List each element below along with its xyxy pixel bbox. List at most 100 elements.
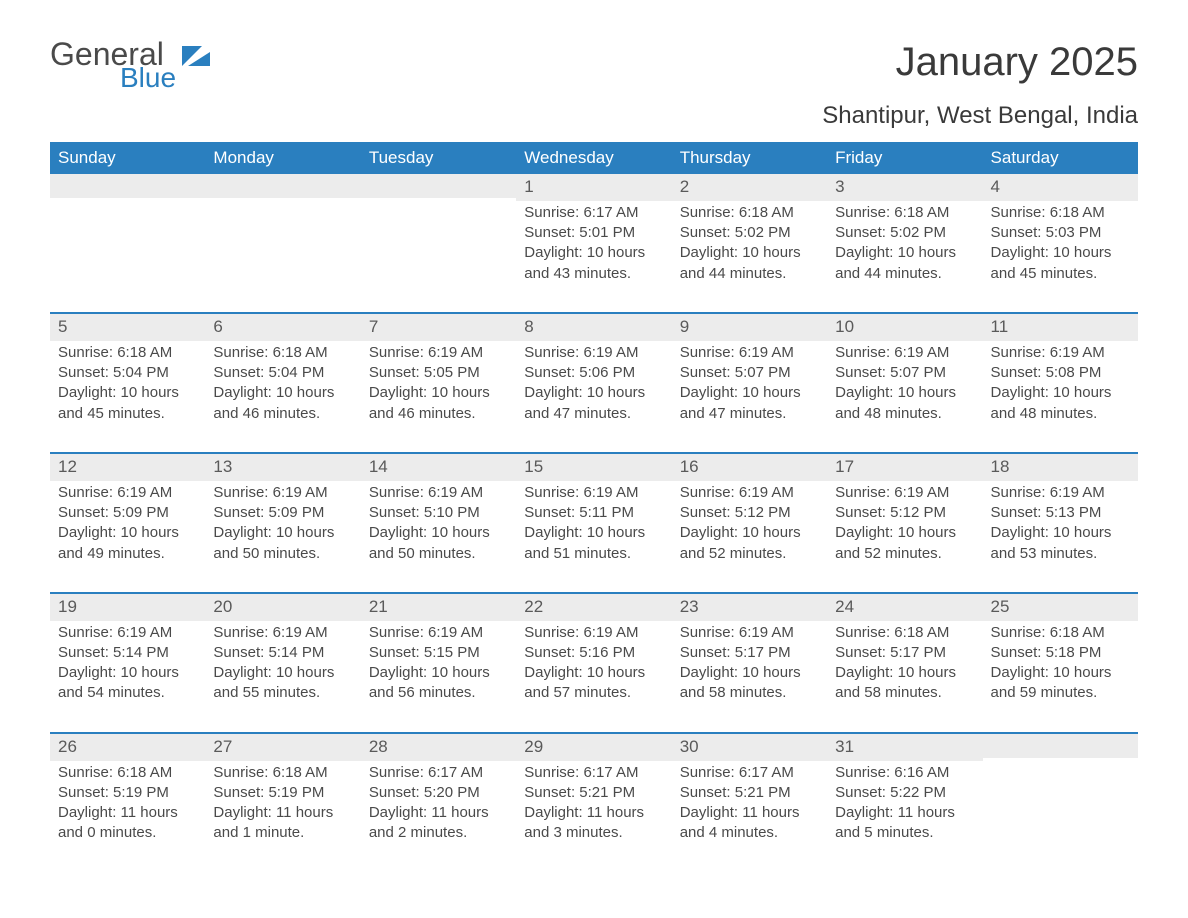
sunset-text: Sunset: 5:15 PM [369,643,508,663]
sunset-text: Sunset: 5:14 PM [58,643,197,663]
sunrise-text: Sunrise: 6:18 AM [991,623,1130,643]
sunset-text: Sunset: 5:18 PM [991,643,1130,663]
day-body: Sunrise: 6:18 AMSunset: 5:02 PMDaylight:… [672,201,827,312]
day-body: Sunrise: 6:17 AMSunset: 5:01 PMDaylight:… [516,201,671,312]
sunset-text: Sunset: 5:04 PM [58,363,197,383]
dow-thursday: Thursday [672,142,827,174]
sunset-text: Sunset: 5:05 PM [369,363,508,383]
sunset-text: Sunset: 5:12 PM [680,503,819,523]
day-number: 6 [205,314,360,341]
calendar-table: Sunday Monday Tuesday Wednesday Thursday… [50,142,1138,872]
sunset-text: Sunset: 5:01 PM [524,223,663,243]
day-number: 25 [983,594,1138,621]
sunset-text: Sunset: 5:12 PM [835,503,974,523]
day-body: Sunrise: 6:17 AMSunset: 5:21 PMDaylight:… [516,761,671,872]
page-title: January 2025 [896,40,1138,85]
sunset-text: Sunset: 5:09 PM [58,503,197,523]
day-cell: 6Sunrise: 6:18 AMSunset: 5:04 PMDaylight… [205,312,360,452]
day-cell: 13Sunrise: 6:19 AMSunset: 5:09 PMDayligh… [205,452,360,592]
location-text: Shantipur, West Bengal, India [50,102,1138,130]
daylight-text: Daylight: 10 hours and 47 minutes. [680,383,819,424]
sunrise-text: Sunrise: 6:19 AM [680,483,819,503]
day-number: 14 [361,454,516,481]
day-body: Sunrise: 6:19 AMSunset: 5:09 PMDaylight:… [205,481,360,592]
sunrise-text: Sunrise: 6:17 AM [524,203,663,223]
daylight-text: Daylight: 10 hours and 47 minutes. [524,383,663,424]
sunrise-text: Sunrise: 6:16 AM [835,763,974,783]
day-number [50,174,205,198]
dow-friday: Friday [827,142,982,174]
header: General Blue January 2025 [50,40,1138,90]
week-row: 1Sunrise: 6:17 AMSunset: 5:01 PMDaylight… [50,174,1138,312]
daylight-text: Daylight: 10 hours and 44 minutes. [835,243,974,284]
week-row: 26Sunrise: 6:18 AMSunset: 5:19 PMDayligh… [50,732,1138,872]
sunrise-text: Sunrise: 6:18 AM [58,763,197,783]
day-cell: 8Sunrise: 6:19 AMSunset: 5:06 PMDaylight… [516,312,671,452]
day-body: Sunrise: 6:19 AMSunset: 5:12 PMDaylight:… [827,481,982,592]
daylight-text: Daylight: 10 hours and 46 minutes. [213,383,352,424]
week-row: 5Sunrise: 6:18 AMSunset: 5:04 PMDaylight… [50,312,1138,452]
day-body [205,198,360,278]
sunrise-text: Sunrise: 6:18 AM [991,203,1130,223]
day-number: 17 [827,454,982,481]
sunset-text: Sunset: 5:03 PM [991,223,1130,243]
day-cell: 19Sunrise: 6:19 AMSunset: 5:14 PMDayligh… [50,592,205,732]
day-body [361,198,516,278]
sunrise-text: Sunrise: 6:19 AM [524,483,663,503]
day-number: 28 [361,734,516,761]
sunset-text: Sunset: 5:17 PM [835,643,974,663]
dow-monday: Monday [205,142,360,174]
day-cell [205,174,360,312]
daylight-text: Daylight: 10 hours and 58 minutes. [680,663,819,704]
day-body: Sunrise: 6:18 AMSunset: 5:04 PMDaylight:… [205,341,360,452]
daylight-text: Daylight: 10 hours and 52 minutes. [835,523,974,564]
day-number: 22 [516,594,671,621]
day-number: 19 [50,594,205,621]
day-number: 27 [205,734,360,761]
day-cell: 2Sunrise: 6:18 AMSunset: 5:02 PMDaylight… [672,174,827,312]
day-cell: 21Sunrise: 6:19 AMSunset: 5:15 PMDayligh… [361,592,516,732]
sunset-text: Sunset: 5:09 PM [213,503,352,523]
day-body [50,198,205,278]
sunrise-text: Sunrise: 6:19 AM [991,343,1130,363]
daylight-text: Daylight: 11 hours and 2 minutes. [369,803,508,844]
daylight-text: Daylight: 10 hours and 53 minutes. [991,523,1130,564]
sunrise-text: Sunrise: 6:18 AM [213,763,352,783]
daylight-text: Daylight: 10 hours and 43 minutes. [524,243,663,284]
day-number: 13 [205,454,360,481]
day-number: 5 [50,314,205,341]
day-body: Sunrise: 6:19 AMSunset: 5:09 PMDaylight:… [50,481,205,592]
day-body: Sunrise: 6:19 AMSunset: 5:12 PMDaylight:… [672,481,827,592]
daylight-text: Daylight: 10 hours and 50 minutes. [213,523,352,564]
daylight-text: Daylight: 10 hours and 59 minutes. [991,663,1130,704]
day-body: Sunrise: 6:19 AMSunset: 5:14 PMDaylight:… [50,621,205,732]
day-number: 23 [672,594,827,621]
sunrise-text: Sunrise: 6:19 AM [213,483,352,503]
sunset-text: Sunset: 5:11 PM [524,503,663,523]
day-body: Sunrise: 6:19 AMSunset: 5:08 PMDaylight:… [983,341,1138,452]
sunset-text: Sunset: 5:20 PM [369,783,508,803]
day-number: 29 [516,734,671,761]
sunset-text: Sunset: 5:19 PM [213,783,352,803]
day-body: Sunrise: 6:18 AMSunset: 5:04 PMDaylight:… [50,341,205,452]
sunrise-text: Sunrise: 6:19 AM [369,483,508,503]
day-body: Sunrise: 6:19 AMSunset: 5:07 PMDaylight:… [672,341,827,452]
day-body: Sunrise: 6:19 AMSunset: 5:05 PMDaylight:… [361,341,516,452]
sunrise-text: Sunrise: 6:18 AM [835,623,974,643]
sunrise-text: Sunrise: 6:19 AM [369,623,508,643]
sunrise-text: Sunrise: 6:19 AM [213,623,352,643]
sunrise-text: Sunrise: 6:19 AM [991,483,1130,503]
day-number [361,174,516,198]
day-cell: 25Sunrise: 6:18 AMSunset: 5:18 PMDayligh… [983,592,1138,732]
sunset-text: Sunset: 5:02 PM [835,223,974,243]
daylight-text: Daylight: 11 hours and 3 minutes. [524,803,663,844]
daylight-text: Daylight: 10 hours and 45 minutes. [991,243,1130,284]
day-cell: 14Sunrise: 6:19 AMSunset: 5:10 PMDayligh… [361,452,516,592]
day-cell: 1Sunrise: 6:17 AMSunset: 5:01 PMDaylight… [516,174,671,312]
day-body: Sunrise: 6:18 AMSunset: 5:19 PMDaylight:… [50,761,205,872]
day-number: 11 [983,314,1138,341]
dow-saturday: Saturday [983,142,1138,174]
sunrise-text: Sunrise: 6:19 AM [58,483,197,503]
flag-icon [182,46,210,66]
daylight-text: Daylight: 11 hours and 1 minute. [213,803,352,844]
